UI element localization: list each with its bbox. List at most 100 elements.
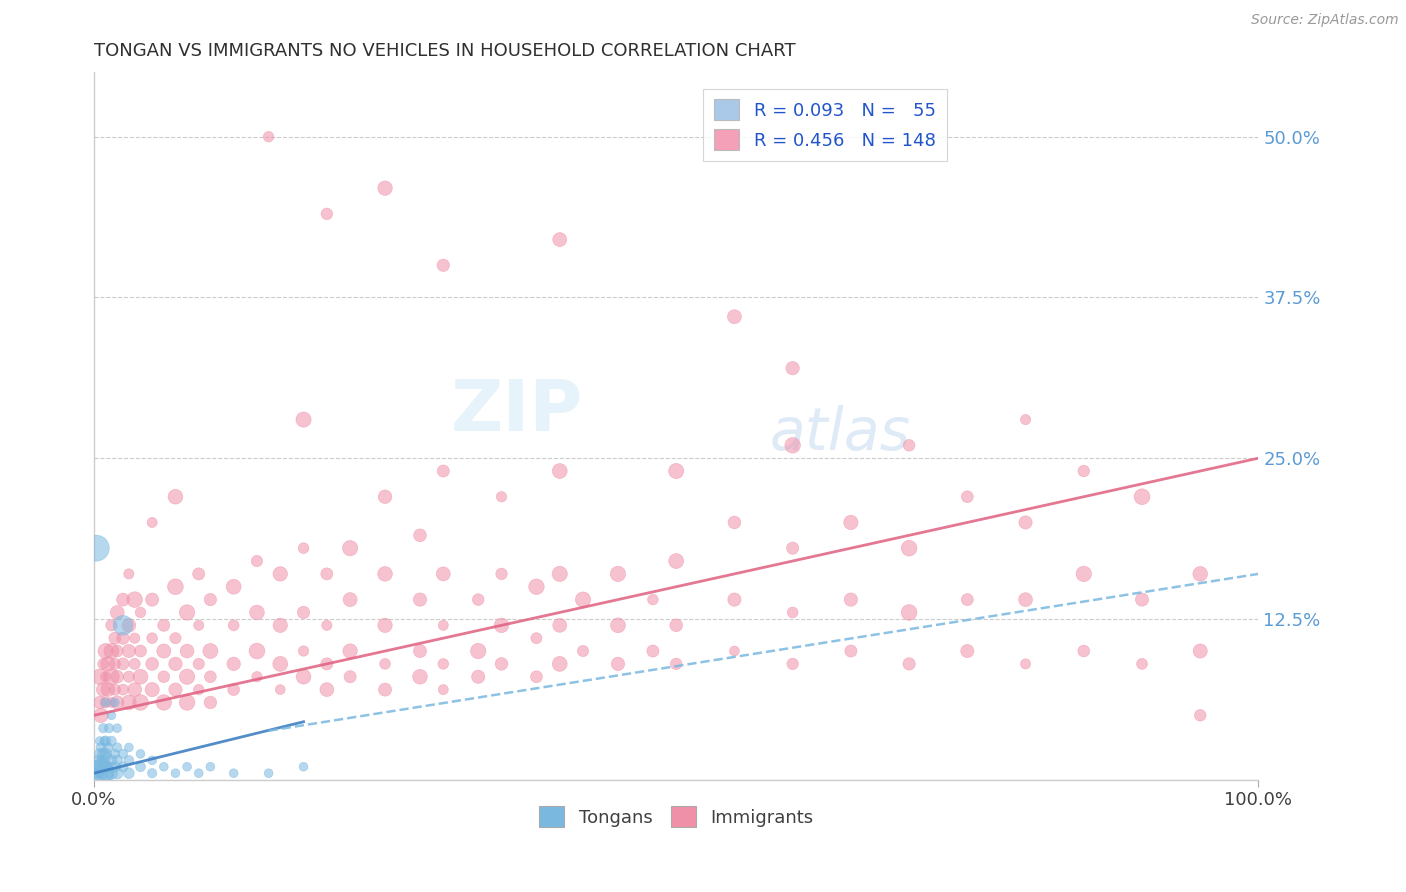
Point: [141, 657, 163, 671]
Point: [118, 696, 141, 710]
Point: [165, 766, 187, 780]
Point: [1130, 657, 1153, 671]
Point: [782, 606, 804, 620]
Point: [292, 670, 315, 684]
Point: [141, 516, 163, 530]
Point: [956, 490, 979, 504]
Point: [339, 644, 361, 658]
Point: [141, 592, 163, 607]
Point: [176, 606, 198, 620]
Point: [112, 592, 135, 607]
Point: [87, 753, 110, 767]
Point: [956, 592, 979, 607]
Point: [100, 670, 122, 684]
Point: [526, 670, 548, 684]
Point: [339, 670, 361, 684]
Point: [141, 682, 163, 697]
Point: [187, 618, 209, 632]
Point: [641, 644, 664, 658]
Point: [374, 181, 396, 195]
Legend: Tongans, Immigrants: Tongans, Immigrants: [531, 799, 821, 834]
Point: [165, 490, 187, 504]
Point: [782, 438, 804, 452]
Point: [94, 734, 117, 748]
Point: [782, 541, 804, 556]
Point: [100, 753, 122, 767]
Point: [1073, 644, 1095, 658]
Point: [292, 760, 315, 774]
Point: [1189, 644, 1212, 658]
Point: [141, 766, 163, 780]
Point: [129, 696, 152, 710]
Point: [246, 644, 269, 658]
Point: [409, 670, 432, 684]
Point: [153, 644, 176, 658]
Point: [723, 644, 745, 658]
Point: [1189, 708, 1212, 723]
Point: [432, 258, 454, 272]
Point: [94, 760, 117, 774]
Point: [104, 631, 127, 645]
Point: [176, 670, 198, 684]
Point: [187, 682, 209, 697]
Point: [269, 566, 291, 581]
Point: [665, 554, 688, 568]
Point: [124, 592, 146, 607]
Point: [94, 696, 117, 710]
Point: [956, 644, 979, 658]
Point: [98, 721, 121, 735]
Point: [315, 207, 337, 221]
Point: [315, 682, 337, 697]
Point: [141, 753, 163, 767]
Point: [165, 657, 187, 671]
Point: [432, 657, 454, 671]
Point: [118, 753, 141, 767]
Point: [1189, 566, 1212, 581]
Point: [94, 644, 117, 658]
Point: [607, 566, 630, 581]
Point: [89, 734, 111, 748]
Point: [91, 753, 114, 767]
Point: [339, 541, 361, 556]
Point: [782, 361, 804, 376]
Point: [187, 566, 209, 581]
Point: [526, 631, 548, 645]
Point: [315, 566, 337, 581]
Text: atlas: atlas: [769, 405, 910, 461]
Point: [129, 760, 152, 774]
Point: [548, 657, 571, 671]
Point: [97, 682, 120, 697]
Point: [91, 682, 114, 697]
Point: [269, 657, 291, 671]
Point: [153, 696, 176, 710]
Point: [112, 618, 135, 632]
Point: [607, 618, 630, 632]
Point: [572, 592, 595, 607]
Point: [1014, 412, 1036, 426]
Point: [898, 541, 921, 556]
Point: [1073, 464, 1095, 478]
Point: [246, 670, 269, 684]
Point: [129, 747, 152, 761]
Point: [97, 760, 120, 774]
Point: [898, 438, 921, 452]
Point: [548, 233, 571, 247]
Point: [105, 644, 128, 658]
Point: [200, 644, 222, 658]
Point: [105, 696, 128, 710]
Point: [315, 618, 337, 632]
Point: [118, 670, 141, 684]
Point: [104, 747, 127, 761]
Point: [91, 747, 114, 761]
Point: [84, 541, 107, 556]
Point: [112, 760, 135, 774]
Point: [1014, 516, 1036, 530]
Point: [222, 657, 245, 671]
Point: [112, 682, 135, 697]
Point: [548, 464, 571, 478]
Point: [432, 682, 454, 697]
Point: [104, 682, 127, 697]
Point: [665, 657, 688, 671]
Point: [112, 747, 135, 761]
Point: [187, 766, 209, 780]
